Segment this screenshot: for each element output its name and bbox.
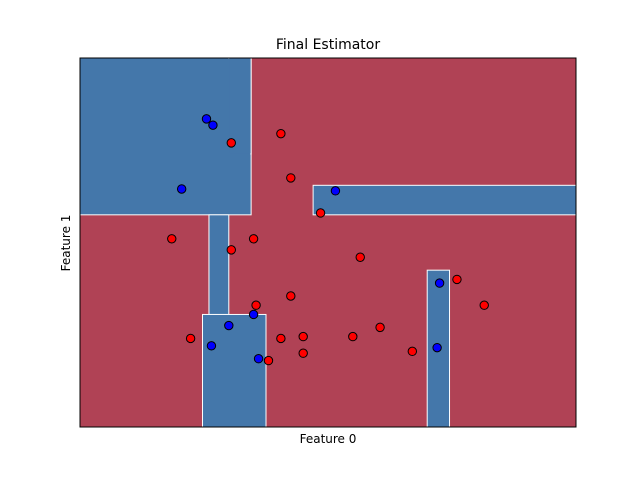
- data-point-series1-0: [226, 138, 236, 148]
- decision-region-fill-0: [80, 58, 251, 215]
- data-point-series1-19: [407, 346, 418, 357]
- decision-region-fill-4: [313, 186, 576, 215]
- data-point-series1-10: [286, 291, 296, 301]
- decision-region-fill-1: [229, 58, 251, 154]
- decision-regions: [79, 57, 577, 428]
- data-point-series1-15: [348, 331, 358, 342]
- data-point-series1-18: [263, 355, 274, 366]
- data-point-series1-13: [276, 333, 286, 344]
- data-point-series1-17: [298, 348, 308, 358]
- data-point-series1-1: [276, 128, 286, 139]
- data-point-series1-5: [226, 245, 236, 255]
- data-point-series1-11: [251, 300, 261, 310]
- data-point-series0-1: [208, 120, 218, 130]
- data-points: [167, 114, 489, 366]
- data-point-series0-2: [176, 184, 187, 194]
- data-point-series0-4: [224, 320, 234, 331]
- x-axis-label: Feature 0: [300, 432, 357, 446]
- chart-title: Final Estimator: [276, 37, 381, 53]
- data-point-series1-4: [167, 234, 177, 244]
- data-point-series0-5: [206, 341, 217, 351]
- data-point-series1-14: [298, 331, 308, 342]
- data-point-series0-8: [434, 278, 445, 288]
- plot-area: [79, 57, 577, 428]
- data-point-series1-7: [355, 252, 365, 262]
- data-point-series1-12: [185, 333, 196, 344]
- data-point-series0-9: [432, 342, 442, 353]
- data-point-series0-6: [248, 309, 259, 320]
- data-point-series0-0: [201, 114, 212, 124]
- data-point-series1-2: [286, 173, 296, 183]
- data-point-series1-9: [479, 300, 489, 310]
- data-point-series0-3: [330, 186, 341, 196]
- decision-region-fill-3: [203, 315, 266, 427]
- data-point-series1-16: [375, 322, 385, 333]
- data-point-series0-7: [253, 354, 264, 364]
- decision-region-fill-2: [209, 215, 228, 314]
- plot-frame: [79, 57, 577, 428]
- y-axis-label: Feature 1: [59, 215, 73, 272]
- data-point-series1-8: [452, 274, 462, 285]
- data-point-series1-3: [315, 208, 326, 218]
- data-point-series1-6: [248, 234, 259, 244]
